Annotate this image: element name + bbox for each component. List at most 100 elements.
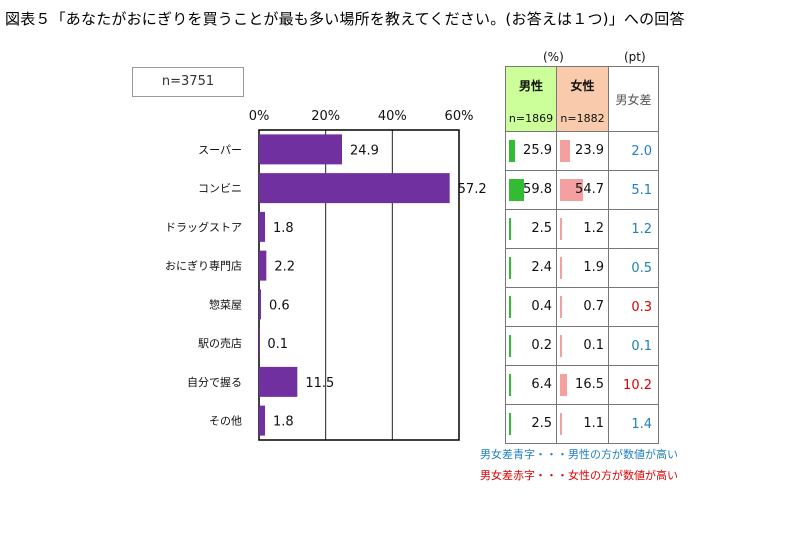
bar (259, 173, 450, 204)
category-label: 駅の売店 (198, 336, 242, 350)
category-label: 自分で握る (187, 375, 242, 389)
male-value: 25.9 (523, 143, 552, 158)
diff-cell: 1.2 (608, 209, 659, 249)
data-label: 11.5 (305, 376, 334, 391)
female-value: 16.5 (575, 377, 604, 392)
female-sample-size: n=1882 (560, 112, 605, 125)
data-label: 1.8 (273, 415, 294, 430)
plot-frame (258, 129, 460, 441)
data-label: 1.8 (273, 221, 294, 236)
female-bar (560, 140, 571, 162)
gender-table-row: 2.4 1.9 0.5 (505, 248, 659, 288)
gender-diff-header: 男女差 (615, 93, 652, 107)
female-cell: 0.7 (556, 287, 609, 327)
male-value: 0.4 (531, 299, 552, 314)
bar (259, 134, 342, 165)
female-cell: 0.1 (556, 326, 609, 366)
male-bar (509, 179, 524, 201)
gender-table: 男性 n=1869 女性 n=1882 男女差 25.9 23.9 2.0 59.8 5… (505, 66, 659, 444)
point-unit-label: (pt) (624, 50, 646, 64)
sample-size-box: n=3751 (132, 67, 244, 97)
red-note: 男女差赤字・・・女性の方が数値が高い (480, 469, 678, 482)
gender-diff-value: 10.2 (623, 377, 652, 393)
gender-diff-value: 5.1 (631, 182, 652, 198)
gender-table-row: 2.5 1.2 1.2 (505, 209, 659, 249)
male-cell: 25.9 (505, 131, 557, 171)
female-cell: 16.5 (556, 365, 609, 405)
blue-note: 男女差青字・・・男性の方が数値が高い (480, 448, 678, 461)
figure-title: 図表５「あなたがおにぎりを買うことが最も多い場所を教えてください。(お答えは１つ… (5, 10, 685, 28)
female-bar (560, 296, 562, 318)
female-bar (560, 257, 562, 279)
gender-diff-value: 0.3 (631, 299, 652, 315)
female-bar (560, 335, 562, 357)
male-bar (509, 374, 511, 396)
category-label: その他 (209, 415, 242, 428)
category-label: ドラッグストア (165, 220, 242, 234)
male-value: 6.4 (531, 377, 552, 392)
male-bar (509, 218, 511, 240)
female-cell: 1.1 (556, 404, 609, 444)
male-header: 男性 (518, 79, 543, 93)
bar (259, 211, 265, 242)
x-tick-label: 40% (378, 109, 407, 124)
gender-table-row: 0.4 0.7 0.3 (505, 287, 659, 327)
female-bar (560, 413, 562, 435)
data-label: 0.1 (267, 337, 288, 352)
data-label: 0.6 (269, 298, 290, 313)
gender-table-row: 59.8 54.7 5.1 (505, 170, 659, 210)
male-value: 0.2 (531, 338, 552, 353)
diff-cell: 0.3 (608, 287, 659, 327)
bar (259, 250, 267, 281)
gender-table-row: 0.2 0.1 0.1 (505, 326, 659, 366)
category-label: おにぎり専門店 (165, 259, 242, 273)
male-bar (509, 257, 511, 279)
female-value: 1.9 (583, 260, 604, 275)
gender-diff-value: 0.5 (631, 260, 652, 276)
female-value: 0.1 (583, 338, 604, 353)
category-label: 惣菜屋 (209, 297, 242, 311)
female-value: 54.7 (575, 182, 604, 197)
diff-cell: 10.2 (608, 365, 659, 405)
female-bar (560, 374, 567, 396)
data-label: 57.2 (458, 182, 487, 197)
gender-table-row: 25.9 23.9 2.0 (505, 131, 659, 171)
diff-cell: 2.0 (608, 131, 659, 171)
gender-table-row: 2.5 1.1 1.4 (505, 404, 659, 444)
gender-table-row: 6.4 16.5 10.2 (505, 365, 659, 405)
male-value: 2.4 (531, 260, 552, 275)
male-cell: 59.8 (505, 170, 557, 210)
x-tick-label: 0% (249, 109, 270, 124)
bar (259, 366, 298, 397)
category-label: スーパー (198, 143, 242, 156)
female-cell: 1.2 (556, 209, 609, 249)
gender-diff-value: 1.4 (631, 416, 652, 432)
male-bar (509, 413, 511, 435)
female-value: 1.2 (583, 221, 604, 236)
male-bar (509, 335, 511, 357)
female-cell: 23.9 (556, 131, 609, 171)
female-bar (560, 179, 583, 201)
percent-unit-label: (%) (543, 50, 564, 64)
bar-chart: 0% 20% 40% 60% 24.9 スーパー 57.2 コンビニ 1.8 ドラッグストア 2.2… (165, 109, 487, 441)
male-cell: 6.4 (505, 365, 557, 405)
male-cell: 2.4 (505, 248, 557, 288)
x-tick-label: 60% (445, 109, 474, 124)
bar (259, 289, 261, 320)
male-value: 2.5 (531, 416, 552, 431)
gender-diff-value: 1.2 (631, 221, 652, 237)
diff-cell: 1.4 (608, 404, 659, 444)
diff-cell: 5.1 (608, 170, 659, 210)
data-label: 2.2 (274, 260, 295, 275)
male-sample-size: n=1869 (508, 112, 554, 125)
female-cell: 54.7 (556, 170, 609, 210)
male-bar (509, 296, 511, 318)
bar (259, 405, 265, 436)
gender-diff-value: 2.0 (631, 143, 652, 159)
x-tick-label: 20% (311, 109, 340, 124)
bar (259, 328, 260, 359)
male-cell: 0.4 (505, 287, 557, 327)
male-cell: 2.5 (505, 209, 557, 249)
gender-diff-value: 0.1 (631, 338, 652, 354)
